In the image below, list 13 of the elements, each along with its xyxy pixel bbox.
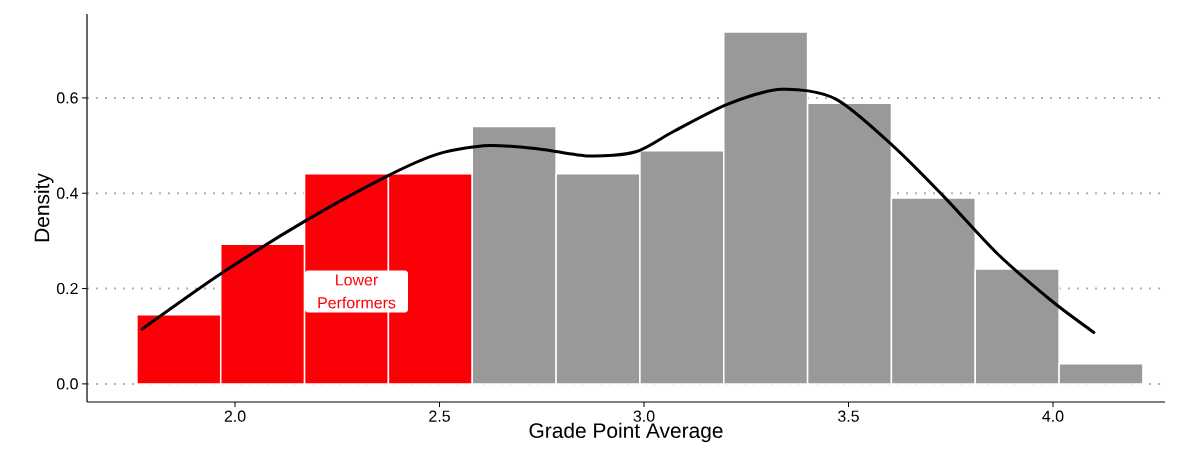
y-tick-label: 0.6 bbox=[56, 92, 78, 104]
annotation: Lower Performers bbox=[318, 274, 396, 309]
x-tick-label: 3.0 bbox=[633, 410, 655, 422]
line-series bbox=[140, 87, 1096, 334]
x-tick-label: 3.5 bbox=[838, 410, 859, 422]
x-tick-label: 2.5 bbox=[429, 410, 450, 422]
x-tick-label: 4.0 bbox=[1042, 410, 1064, 422]
y-axis-title: Density bbox=[33, 173, 54, 242]
y-tick-label: 0.4 bbox=[56, 187, 79, 199]
x-axis-title: Grade Point Average bbox=[529, 422, 723, 443]
y-tick-label: 0.2 bbox=[56, 282, 78, 295]
x-tick-label: 2.0 bbox=[224, 410, 246, 422]
y-tick-label: 0.0 bbox=[56, 378, 78, 390]
